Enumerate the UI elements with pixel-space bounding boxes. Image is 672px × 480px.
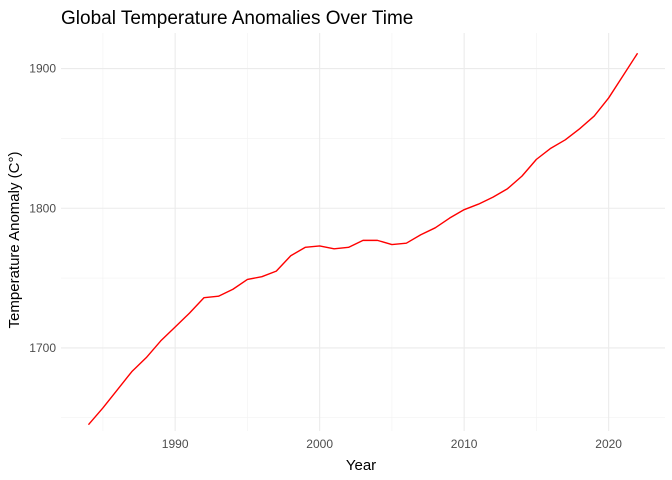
x-axis-label: Year [346,457,376,474]
x-tick-label: 1990 [162,437,189,451]
series-line [87,52,639,426]
y-axis: 1700 1800 1900 [29,62,56,355]
x-tick-label: 2010 [451,437,478,451]
y-tick-label: 1700 [29,341,56,355]
x-tick-label: 2000 [306,437,333,451]
x-axis: 1990 2000 2010 2020 [162,437,623,451]
chart-title: Global Temperature Anomalies Over Time [61,8,413,29]
grid [61,33,665,431]
y-tick-label: 1900 [29,62,56,76]
plot-lines [87,52,639,426]
x-tick-label: 2020 [595,437,622,451]
y-axis-label: Temperature Anomaly (C°) [6,152,23,329]
y-tick-label: 1800 [29,201,56,215]
